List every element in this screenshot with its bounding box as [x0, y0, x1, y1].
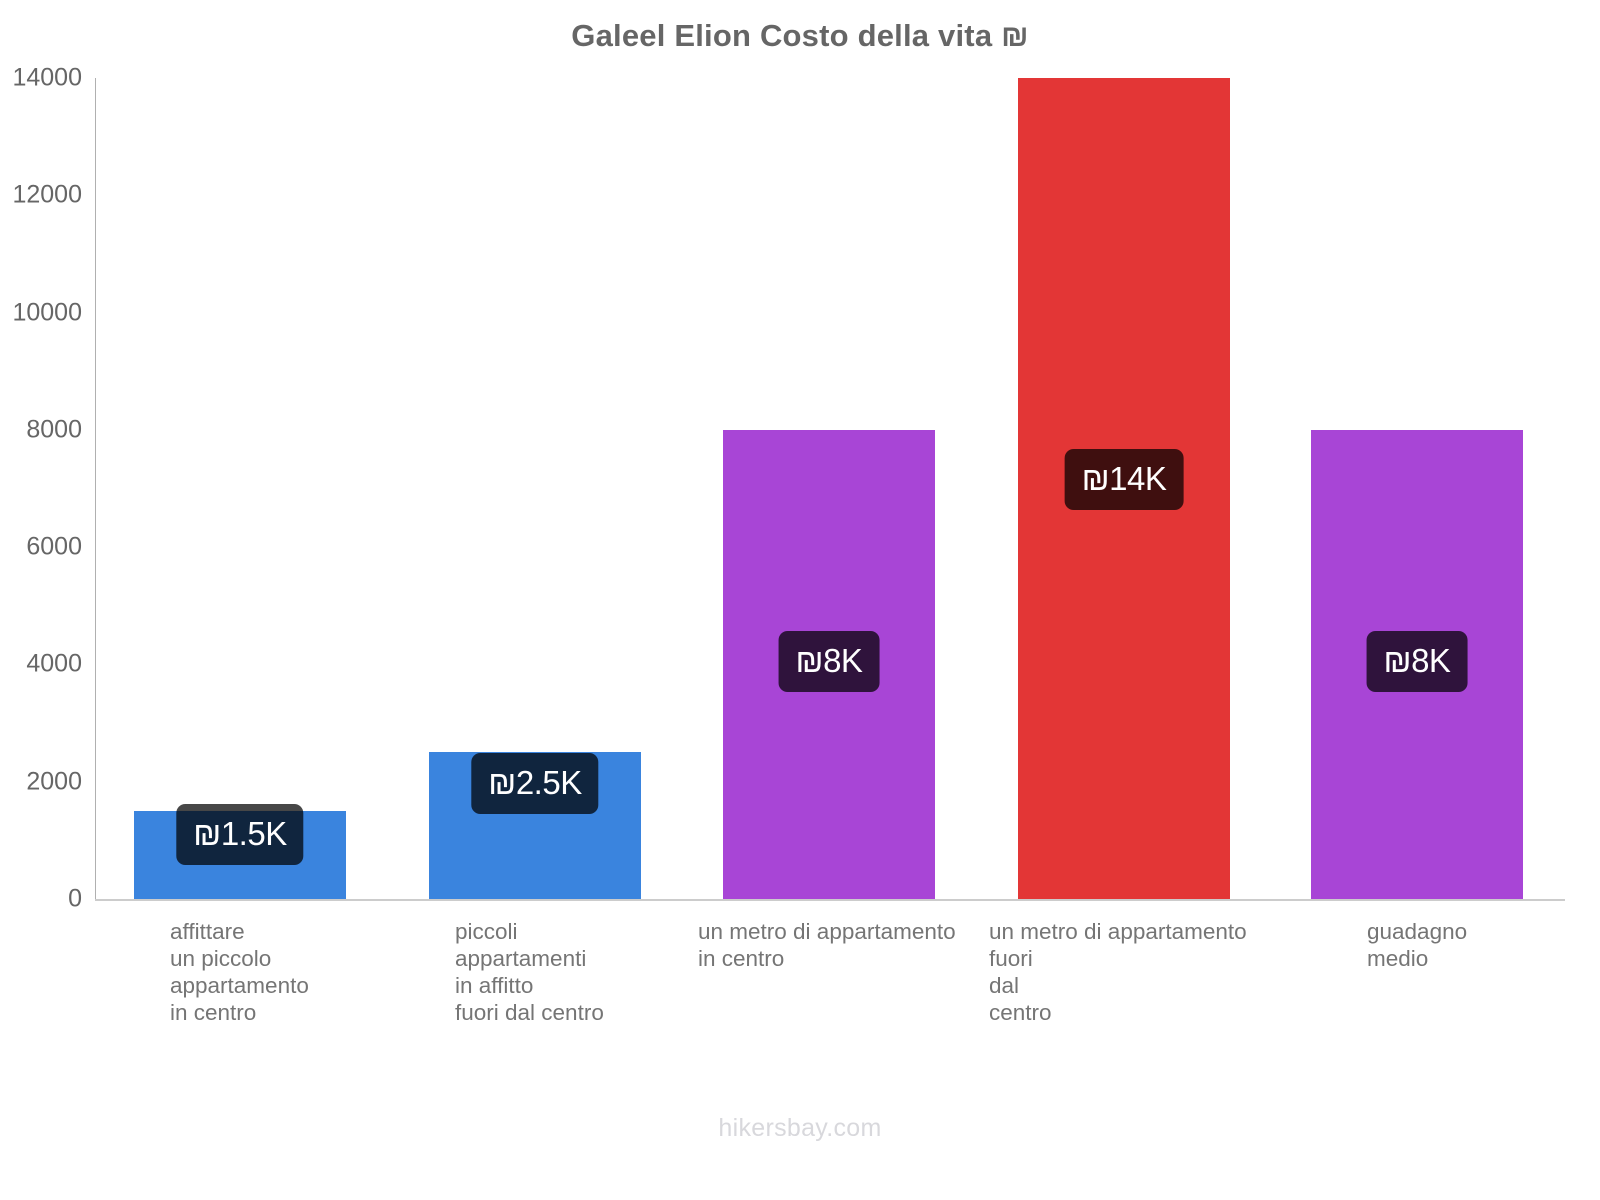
bar-group: ₪8K — [723, 78, 935, 899]
y-axis-tick-0: 0 — [68, 884, 82, 913]
y-axis-tick-10000: 10000 — [12, 298, 82, 327]
x-axis-category-label: piccoli appartamenti in affitto fuori da… — [455, 919, 604, 1025]
bar-group: ₪2.5K — [429, 78, 641, 899]
x-axis-category-label: affittare un piccolo appartamento in cen… — [170, 919, 309, 1025]
x-axis-category-label: guadagno medio — [1367, 919, 1468, 971]
plot-area: ₪1.5K ₪2.5K ₪8K ₪14K ₪8K — [95, 78, 1565, 899]
x-axis-category-label: un metro di appartamento in centro — [698, 919, 956, 971]
bar-group: ₪8K — [1311, 78, 1523, 899]
x-axis-line — [95, 899, 1565, 901]
y-axis-line — [95, 78, 96, 899]
y-axis-tick-2000: 2000 — [26, 767, 82, 796]
x-axis-category-label: un metro di appartamento fuori dal centr… — [989, 919, 1247, 1025]
bar-value-label: ₪8K — [778, 630, 880, 692]
y-axis-tick-12000: 12000 — [12, 180, 82, 209]
y-axis-tick-4000: 4000 — [26, 649, 82, 678]
source-watermark: hikersbay.com — [718, 1114, 882, 1142]
bar-group: ₪14K — [1018, 78, 1230, 899]
bar-group: ₪1.5K — [134, 78, 346, 899]
bar-value-label: ₪8K — [1366, 630, 1468, 692]
bar-value-label: ₪14K — [1064, 449, 1184, 510]
y-axis-tick-6000: 6000 — [26, 532, 82, 561]
chart-title: Galeel Elion Costo della vita ₪ — [571, 18, 1029, 53]
bar-value-label: ₪2.5K — [471, 753, 599, 815]
y-axis-tick-8000: 8000 — [26, 415, 82, 444]
y-axis-tick-14000: 14000 — [12, 63, 82, 92]
bar-value-label: ₪1.5K — [176, 804, 304, 866]
